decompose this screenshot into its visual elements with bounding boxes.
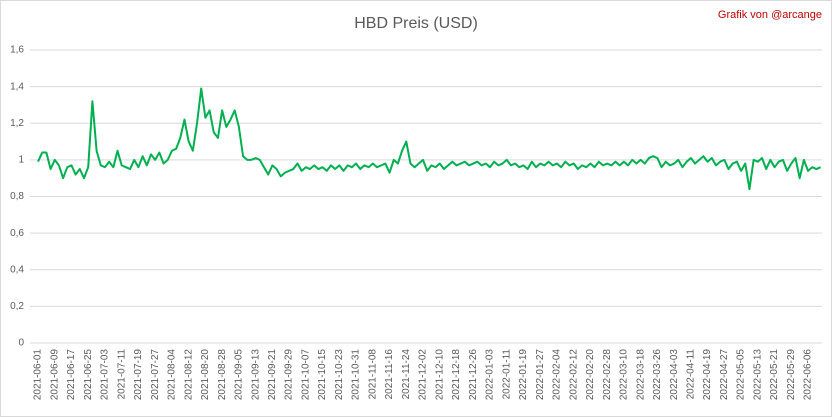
x-tick-label: 2021-07-03 <box>100 349 111 401</box>
y-tick-label: 1 <box>18 155 24 166</box>
x-tick-label: 2022-04-27 <box>719 349 730 401</box>
x-tick-label: 2022-01-19 <box>518 349 529 401</box>
x-tick-label: 2021-07-19 <box>133 349 144 401</box>
y-tick-label: 0,6 <box>10 228 24 239</box>
data-line <box>37 87 821 191</box>
x-tick-label: 2022-04-03 <box>669 349 680 401</box>
x-tick-label: 2022-02-04 <box>552 349 563 401</box>
x-tick-label: 2022-02-12 <box>568 349 579 401</box>
x-tick-label: 2022-01-03 <box>485 349 496 401</box>
x-tick-label: 2021-10-15 <box>317 349 328 401</box>
x-tick-label: 2021-12-10 <box>434 349 445 401</box>
x-tick-label: 2022-03-18 <box>635 349 646 401</box>
y-tick-label: 1,2 <box>10 118 24 129</box>
x-tick-label: 2021-08-28 <box>217 349 228 401</box>
x-tick-label: 2021-06-17 <box>66 349 77 401</box>
x-tick-label: 2021-08-12 <box>183 349 194 401</box>
x-tick-label: 2021-06-25 <box>83 349 94 401</box>
x-tick-label: 2021-09-21 <box>267 349 278 401</box>
x-tick-label: 2022-01-27 <box>535 349 546 401</box>
x-tick-label: 2021-12-18 <box>451 349 462 401</box>
x-tick-label: 2021-08-20 <box>200 349 211 401</box>
x-tick-label: 2022-05-13 <box>752 349 763 401</box>
x-tick-label: 2022-01-11 <box>501 349 512 400</box>
x-tick-label: 2021-09-05 <box>234 349 245 401</box>
x-tick-label: 2021-08-04 <box>167 349 178 401</box>
x-tick-label: 2022-04-11 <box>686 349 697 400</box>
x-tick-label: 2021-10-23 <box>334 349 345 401</box>
x-tick-label: 2022-02-28 <box>602 349 613 401</box>
x-tick-label: 2022-03-26 <box>652 349 663 401</box>
annotation: Grafik von @arcange <box>718 9 822 21</box>
x-tick-label: 2021-10-31 <box>351 349 362 401</box>
x-tick-label: 2021-10-07 <box>300 349 311 401</box>
x-tick-label: 2021-11-08 <box>367 349 378 400</box>
x-tick-label: 2022-04-19 <box>702 349 713 401</box>
x-tick-label: 2021-09-29 <box>284 349 295 401</box>
x-tick-label: 2021-09-13 <box>250 349 261 401</box>
y-tick-label: 0,8 <box>10 191 24 202</box>
x-tick-label: 2021-06-01 <box>33 349 44 401</box>
x-tick-label: 2022-02-20 <box>585 349 596 401</box>
x-tick-label: 2022-05-29 <box>786 349 797 401</box>
x-tick-label: 2021-06-09 <box>49 349 60 401</box>
x-tick-label: 2021-11-16 <box>384 349 395 400</box>
x-tick-label: 2021-11-24 <box>401 349 412 400</box>
y-tick-label: 0,2 <box>10 301 24 312</box>
x-tick-label: 2022-05-05 <box>736 349 747 401</box>
y-tick-label: 1,6 <box>10 45 24 56</box>
x-tick-label: 2021-12-02 <box>418 349 429 401</box>
x-tick-label: 2022-03-10 <box>619 349 630 401</box>
y-tick-label: 1,4 <box>10 81 24 92</box>
x-tick-label: 2021-12-26 <box>468 349 479 401</box>
x-tick-label: 2021-07-27 <box>150 349 161 401</box>
y-tick-label: 0,4 <box>10 264 24 275</box>
chart-title: HBD Preis (USD) <box>354 15 478 32</box>
y-tick-label: 0 <box>18 338 24 349</box>
x-tick-label: 2022-05-21 <box>769 349 780 401</box>
x-tick-label: 2022-06-06 <box>803 349 814 401</box>
x-tick-label: 2021-07-11 <box>116 349 127 400</box>
